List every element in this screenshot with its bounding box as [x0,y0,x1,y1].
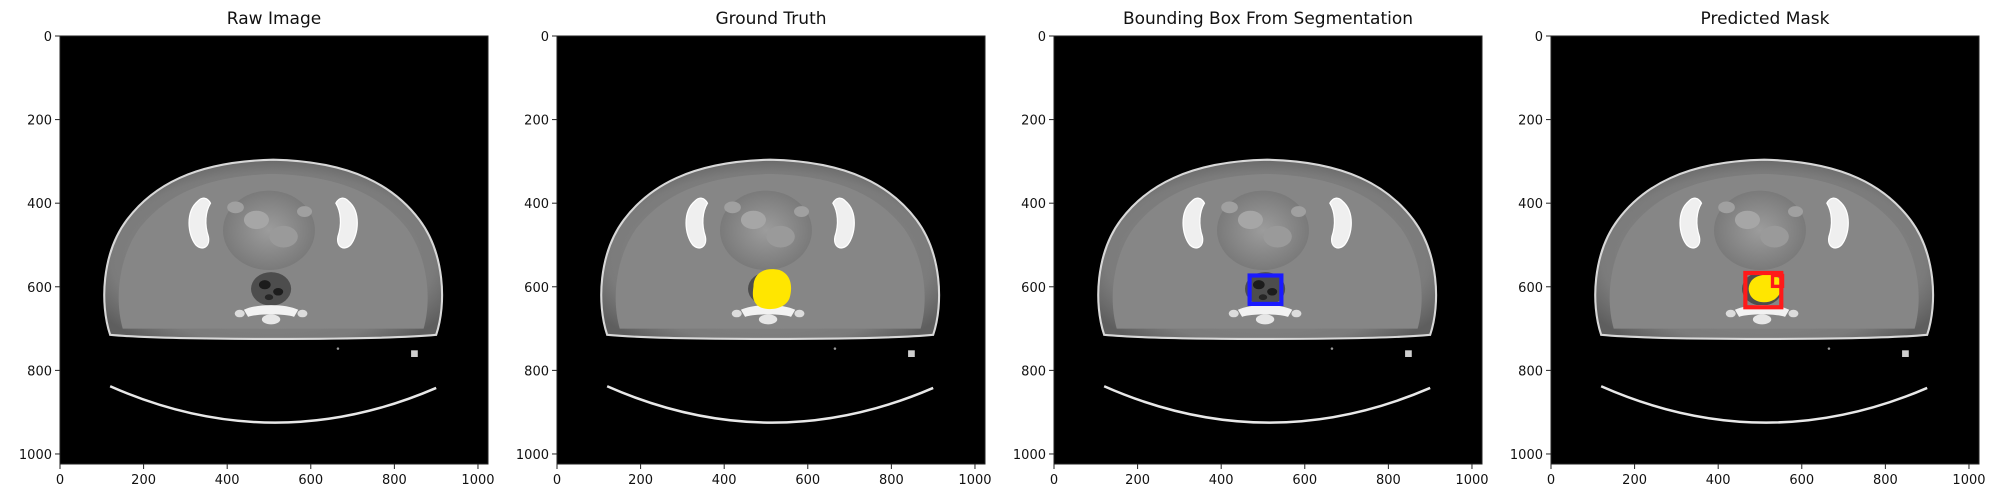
y-tick-label: 200 [1021,114,1046,129]
predicted-box-outer [1743,270,1784,310]
x-tick-label: 600 [298,473,323,488]
x-tick-label: 1000 [1455,473,1488,488]
y-tick-label: 400 [27,197,52,212]
y-tick-label: 600 [1021,281,1046,296]
y-tick-label: 1000 [1510,448,1543,463]
y-tick-label: 600 [524,281,549,296]
x-tick-label: 0 [1547,473,1555,488]
ct-image [555,34,987,466]
x-tick-label: 200 [1125,473,1150,488]
y-tick-label: 800 [1518,364,1543,379]
x-tick-label: 1000 [958,473,991,488]
x-tick-label: 800 [1873,473,1898,488]
panel-bbox: Bounding Box From Segmentation 0 200 400 600… [1013,9,1489,488]
x-tick-label: 0 [1050,473,1058,488]
y-tick-label: 400 [524,197,549,212]
x-tick-label: 600 [795,473,820,488]
axes-frame [1053,35,1483,465]
panel-raw: Raw Image 0 200 400 600 800 1000 0 200 400 600 800 1… [19,9,495,488]
y-tick-label: 1000 [1013,448,1046,463]
x-tick-label: 800 [382,473,407,488]
axes-frame [1550,35,1980,465]
x-tick-label: 400 [1209,473,1234,488]
y-tick-label: 800 [524,364,549,379]
axes-frame [556,35,986,465]
predicted-box-inner [1770,273,1785,289]
x-tick-label: 200 [628,473,653,488]
panel-gt: Ground Truth 0 200 400 600 800 1000 0 200 400 600 8… [516,9,992,488]
y-tick-label: 200 [524,114,549,129]
y-tick-label: 400 [1518,197,1543,212]
bounding-box [1247,273,1284,307]
x-tick-label: 600 [1789,473,1814,488]
ct-image [58,34,490,466]
y-tick-label: 800 [27,364,52,379]
y-tick-label: 800 [1021,364,1046,379]
x-tick-label: 0 [553,473,561,488]
segmentation-mask [752,269,792,310]
panel-pred: Predicted Mask 0 200 400 600 800 1000 0 200 400 60… [1510,9,1986,488]
ct-image [1549,34,1981,466]
panel-title: Bounding Box From Segmentation [1123,9,1413,29]
y-tick-label: 0 [1535,30,1543,45]
y-tick-label: 0 [44,30,52,45]
panel-title: Raw Image [227,9,321,29]
x-tick-label: 200 [1622,473,1647,488]
x-tick-label: 1000 [1952,473,1985,488]
x-tick-label: 0 [56,473,64,488]
y-tick-label: 1000 [19,448,52,463]
y-tick-label: 200 [27,114,52,129]
x-tick-label: 200 [131,473,156,488]
y-tick-label: 0 [1038,30,1046,45]
y-tick-label: 400 [1021,197,1046,212]
axes-frame [59,35,489,465]
x-tick-label: 400 [712,473,737,488]
panels: Raw Image 0 200 400 600 800 1000 0 200 400 600 800 1… [19,9,1986,488]
x-tick-label: 600 [1292,473,1317,488]
x-tick-label: 800 [879,473,904,488]
ct-image [1052,34,1484,466]
x-tick-label: 400 [215,473,240,488]
y-tick-label: 0 [541,30,549,45]
y-tick-label: 1000 [516,448,549,463]
y-tick-label: 600 [1518,281,1543,296]
x-tick-label: 1000 [461,473,494,488]
y-tick-label: 600 [27,281,52,296]
y-tick-label: 200 [1518,114,1543,129]
x-tick-label: 800 [1376,473,1401,488]
panel-title: Predicted Mask [1701,9,1830,29]
panel-title: Ground Truth [715,9,826,29]
x-tick-label: 400 [1706,473,1731,488]
